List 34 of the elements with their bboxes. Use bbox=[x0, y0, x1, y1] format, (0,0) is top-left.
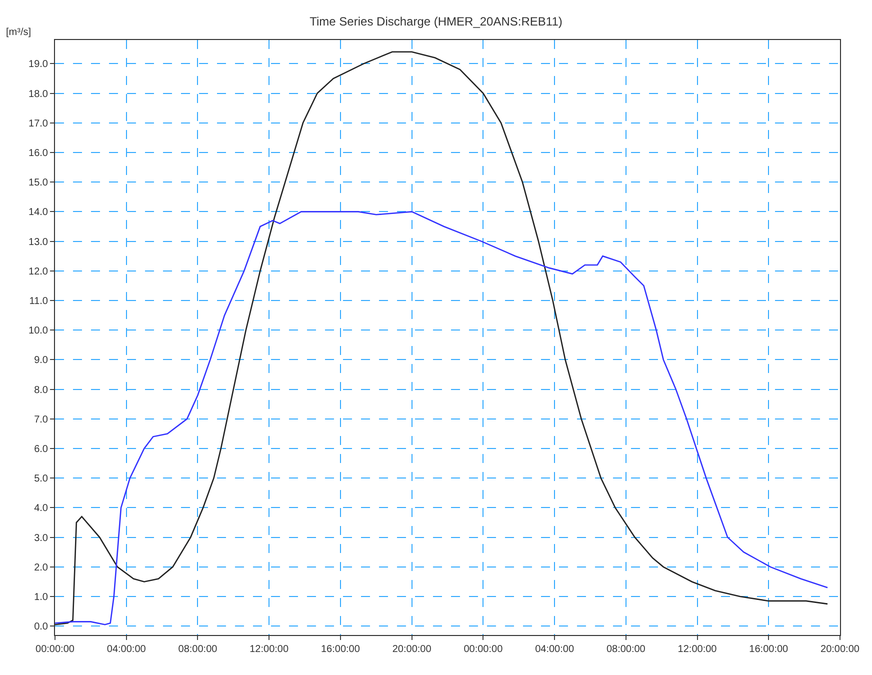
x-tick-label: 00:00:00 bbox=[464, 644, 504, 655]
x-tick-label: 04:00:00 bbox=[106, 644, 146, 655]
y-tick-label: 1.0 bbox=[34, 592, 48, 604]
x-tick-label: 20:00:00 bbox=[820, 644, 860, 655]
y-tick-label: 19.0 bbox=[28, 59, 48, 70]
y-tick-label: 9.0 bbox=[34, 355, 48, 366]
y-tick-label: 10.0 bbox=[28, 326, 48, 337]
x-tick-label: 16:00:00 bbox=[749, 644, 789, 655]
y-tick-label: 11.0 bbox=[29, 296, 48, 307]
y-axis-title: [m³/s] bbox=[6, 27, 32, 38]
y-tick-label: 17.0 bbox=[28, 118, 48, 130]
y-tick-label: 5.0 bbox=[34, 474, 48, 485]
x-tick-label: 12:00:00 bbox=[250, 644, 289, 655]
y-tick-label: 15.0 bbox=[28, 178, 48, 189]
x-tick-label: 04:00:00 bbox=[535, 644, 574, 655]
x-tick-label: 20:00:00 bbox=[392, 644, 432, 655]
y-tick-label: 3.0 bbox=[34, 532, 48, 544]
x-tick-label: 08:00:00 bbox=[178, 644, 218, 655]
chart-title: Time Series Discharge (HMER_20ANS:REB11) bbox=[310, 14, 562, 28]
y-tick-label: 7.0 bbox=[34, 414, 48, 426]
y-tick-label: 18.0 bbox=[28, 88, 48, 100]
y-tick-label: 12.0 bbox=[28, 266, 48, 278]
x-tick-label: 16:00:00 bbox=[320, 644, 360, 655]
y-tick-label: 2.0 bbox=[34, 562, 48, 574]
y-tick-label: 14.0 bbox=[28, 207, 48, 218]
y-tick-label: 16.0 bbox=[28, 148, 48, 159]
y-tick-label: 0.0 bbox=[34, 622, 48, 633]
y-tick-label: 13.0 bbox=[28, 236, 48, 248]
y-tick-label: 8.0 bbox=[34, 384, 48, 396]
y-tick-label: 4.0 bbox=[34, 503, 48, 514]
y-tick-label: 6.0 bbox=[34, 444, 48, 456]
x-tick-label: 00:00:00 bbox=[36, 644, 75, 655]
x-tick-label: 08:00:00 bbox=[606, 644, 646, 655]
x-tick-label: 12:00:00 bbox=[678, 644, 718, 655]
